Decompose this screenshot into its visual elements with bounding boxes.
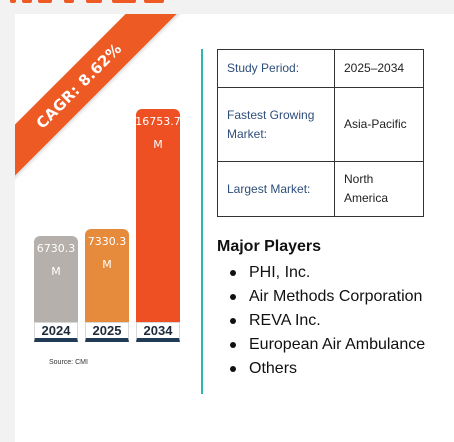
heading-fragment xyxy=(64,0,74,3)
x-tick-label: 2034 xyxy=(136,322,180,342)
x-tick-label: 2025 xyxy=(85,322,129,342)
market-summary-card: 6730.3 M 2024 7330.3 M 2025 16753.7 M 2034 Sourc… xyxy=(15,14,454,442)
table-row: Study Period: 2025–2034 xyxy=(217,49,424,88)
heading-fragment xyxy=(86,0,102,3)
table-key: Largest Market: xyxy=(217,161,335,217)
bar-unit-label: M xyxy=(51,265,61,278)
table-value: 2025–2034 xyxy=(334,49,424,88)
heading-fragment xyxy=(112,0,136,3)
heading-fragment xyxy=(144,0,164,3)
table-value: North America xyxy=(334,161,424,217)
table-key: Study Period: xyxy=(217,49,335,88)
table-value: Asia-Pacific xyxy=(334,87,424,162)
bar-value-label: 6730.3 xyxy=(36,242,76,255)
bar-unit-label: M xyxy=(153,138,163,151)
table-row: Fastest Growing Market: Asia-Pacific xyxy=(217,87,424,162)
top-strip xyxy=(0,0,454,14)
table-row: Largest Market: North America xyxy=(217,161,424,217)
heading-fragment xyxy=(10,0,16,3)
x-tick-label: 2024 xyxy=(34,322,78,342)
bar-2025: 7330.3 M xyxy=(85,229,129,322)
bar-2024: 6730.3 M xyxy=(34,236,78,322)
table-key: Fastest Growing Market: xyxy=(217,87,335,162)
heading-fragment xyxy=(38,0,52,3)
list-item: European Air Ambulance xyxy=(227,333,427,357)
heading-fragment xyxy=(22,0,32,3)
players-list: PHI, Inc. Air Methods Corporation REVA I… xyxy=(227,261,427,381)
bar-value-label: 16753.7 xyxy=(135,115,181,128)
bar-unit-label: M xyxy=(102,258,112,271)
info-table: Study Period: 2025–2034 Fastest Growing … xyxy=(217,49,424,217)
list-item: Others xyxy=(227,357,427,381)
list-item: Air Methods Corporation xyxy=(227,285,427,309)
bar-chart: 6730.3 M 2024 7330.3 M 2025 16753.7 M 2034 Sourc… xyxy=(15,14,205,442)
list-item: PHI, Inc. xyxy=(227,261,427,285)
chart-source: Source: CMI xyxy=(49,359,88,366)
divider xyxy=(201,49,203,394)
bar-value-label: 7330.3 xyxy=(87,235,127,248)
list-item: REVA Inc. xyxy=(227,309,427,333)
bar-2034: 16753.7 M xyxy=(135,109,181,322)
players-title: Major Players xyxy=(217,238,322,255)
